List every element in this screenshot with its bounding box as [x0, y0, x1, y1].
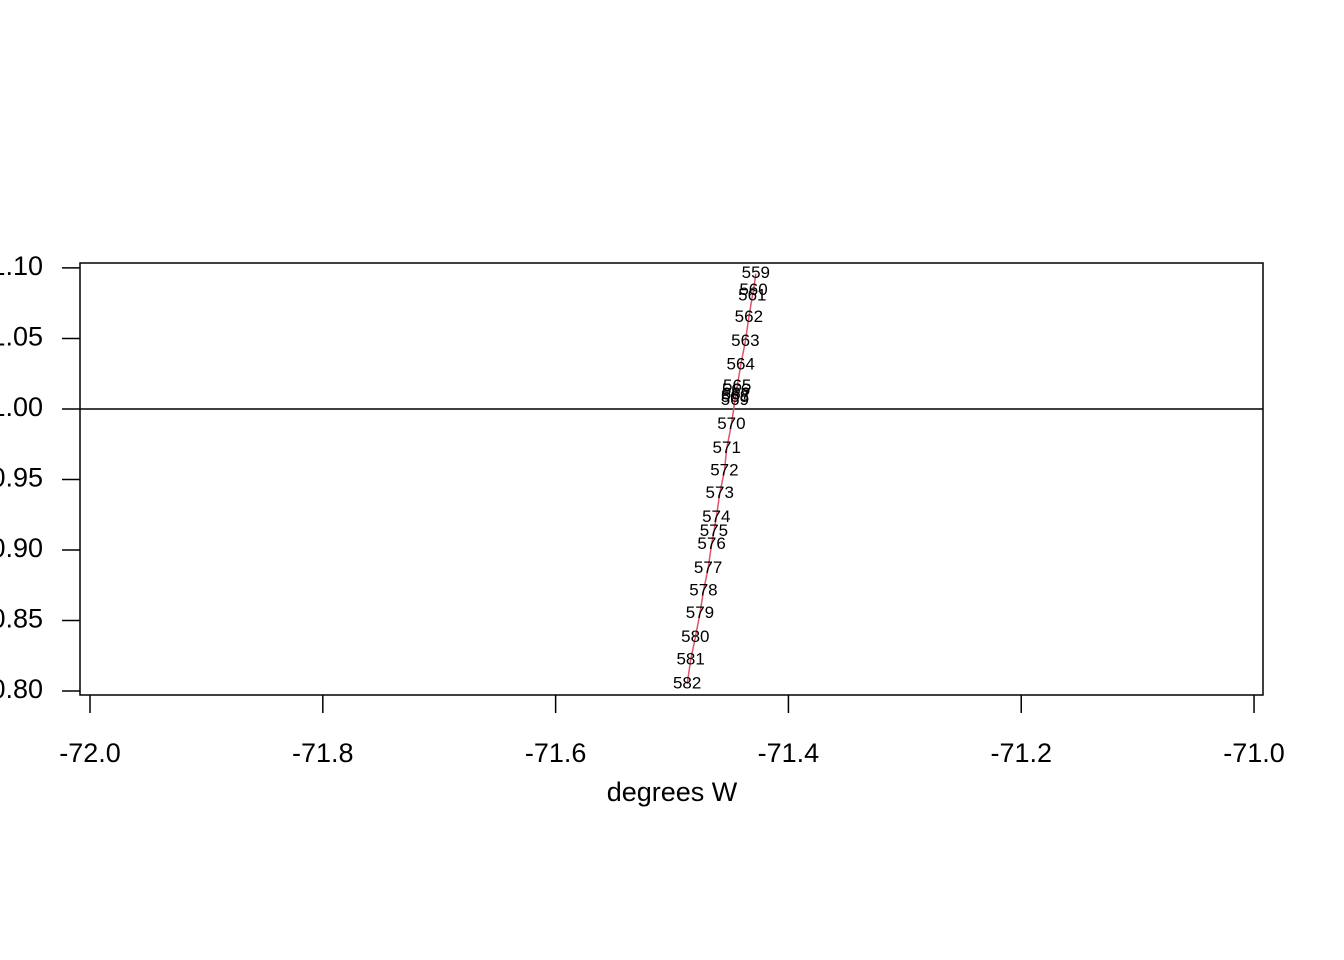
point-label: 563: [731, 331, 759, 350]
point-label: 579: [686, 603, 714, 622]
x-tick-label: -72.0: [59, 738, 121, 768]
track-line: [686, 273, 757, 685]
x-tick-label: -71.6: [525, 738, 587, 768]
point-label: 578: [689, 580, 717, 599]
x-tick-label: -71.4: [758, 738, 820, 768]
point-label: 559: [742, 263, 770, 282]
y-tick-label: 1.00: [0, 392, 43, 422]
y-tick-label: 0.95: [0, 463, 43, 493]
point-label: 562: [735, 307, 763, 326]
point-label: 571: [713, 438, 741, 457]
point-label: 565: [723, 376, 751, 395]
x-axis-label: degrees W: [607, 777, 738, 807]
x-tick-label: -71.8: [292, 738, 354, 768]
point-label: 560: [739, 280, 767, 299]
point-label: 568: [721, 387, 749, 406]
point-label: 573: [706, 483, 734, 502]
point-label: 569: [721, 390, 749, 409]
point-label: 572: [710, 461, 738, 480]
point-label: 564: [727, 355, 755, 374]
point-label: 574: [702, 507, 730, 526]
y-tick-label: 0.85: [0, 604, 43, 634]
point-label: 567: [722, 384, 750, 403]
point-label: 561: [738, 286, 766, 305]
y-tick-label: 1.05: [0, 322, 43, 352]
point-label: 577: [694, 558, 722, 577]
y-tick-label: 0.90: [0, 533, 43, 563]
point-label: 566: [722, 380, 750, 399]
x-tick-label: -71.0: [1223, 738, 1285, 768]
y-tick-label: 1.10: [0, 251, 43, 281]
point-label: 582: [673, 673, 701, 692]
y-tick-label: 0.80: [0, 674, 43, 704]
point-label: 581: [676, 650, 704, 669]
plot-frame: [79, 262, 1264, 696]
x-tick-label: -71.2: [990, 738, 1052, 768]
point-label: 575: [700, 521, 728, 540]
point-label: 576: [697, 534, 725, 553]
point-label: 580: [681, 627, 709, 646]
point-label: 570: [717, 414, 745, 433]
